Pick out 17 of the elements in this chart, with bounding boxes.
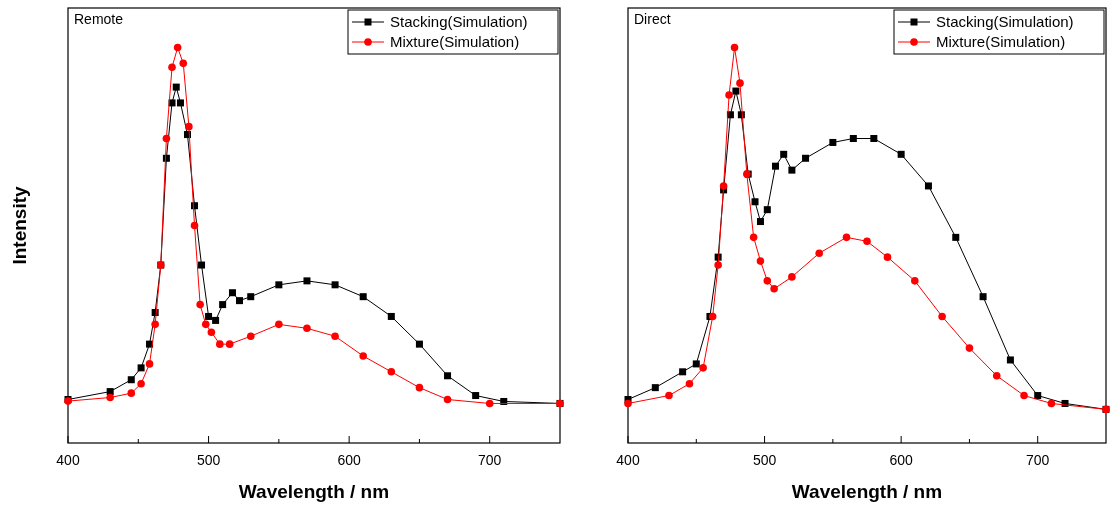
x-tick-label: 400: [56, 452, 80, 468]
x-tick-label: 600: [889, 452, 914, 468]
legend-label: Mixture(Simulation): [936, 33, 1066, 50]
x-tick-label: 700: [478, 452, 502, 468]
x-axis-title: Wavelength / nm: [238, 481, 390, 502]
text: Direct: [634, 11, 671, 27]
x-axis-title: Wavelength / nm: [791, 481, 943, 502]
x-tick-label: 700: [1026, 452, 1050, 468]
x-tick-label: 500: [752, 452, 777, 468]
x-tick-label: 600: [337, 452, 362, 468]
text: Remote: [74, 11, 124, 27]
legend-label: Mixture(Simulation): [390, 33, 520, 50]
legend-label: Stacking(Simulation): [936, 13, 1074, 30]
y-axis-title: Intensity: [9, 186, 30, 265]
x-tick-label: 500: [196, 452, 221, 468]
x-tick-label: 400: [616, 452, 640, 468]
legend-label: Stacking(Simulation): [390, 13, 528, 30]
